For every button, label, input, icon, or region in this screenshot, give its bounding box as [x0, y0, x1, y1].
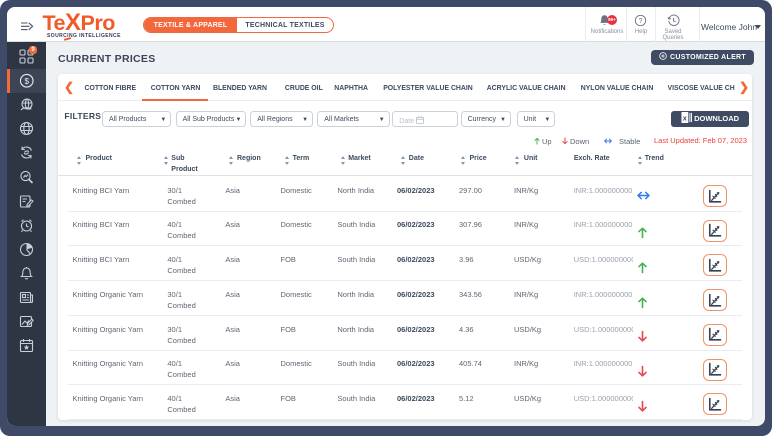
svg-text:$: $: [24, 77, 29, 86]
svg-text:x: x: [683, 113, 688, 122]
svg-text:?: ?: [639, 18, 643, 25]
